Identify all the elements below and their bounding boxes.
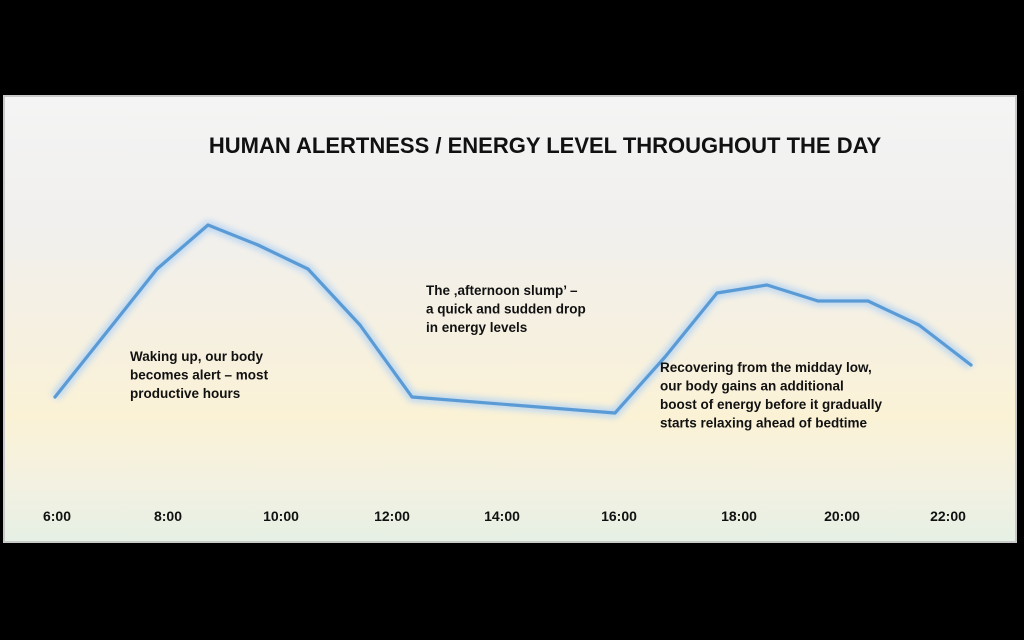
line-chart: HUMAN ALERTNESS / ENERGY LEVEL THROUGHOU… <box>43 133 974 524</box>
annotation-line: The ‚afternoon slump’ – <box>426 283 578 298</box>
annotation-line: a quick and sudden drop <box>426 302 586 317</box>
annotation-line: becomes alert – most <box>130 368 269 383</box>
data-point-12 <box>816 299 820 303</box>
data-point-13 <box>866 299 870 303</box>
annotation-line: productive hours <box>130 386 240 401</box>
data-point-11 <box>765 283 769 287</box>
annotations: Waking up, our body becomes alert – most p… <box>130 283 883 431</box>
data-point-2 <box>206 223 210 227</box>
annotation-1: Waking up, our body becomes alert – most p… <box>130 349 269 401</box>
x-tick-label: 20:00 <box>824 508 860 524</box>
annotation-line: boost of energy before it gradually <box>660 397 883 412</box>
x-tick-label: 22:00 <box>930 508 966 524</box>
annotation-line: our body gains an additional <box>660 379 844 394</box>
x-tick-label: 12:00 <box>374 508 410 524</box>
data-point-5 <box>358 323 362 327</box>
x-tick-label: 8:00 <box>154 508 182 524</box>
data-point-6 <box>410 395 414 399</box>
annotation-line: Waking up, our body <box>130 349 263 364</box>
data-point-10 <box>715 291 719 295</box>
x-tick-labels: 6:00 8:00 10:00 12:00 14:00 16:00 18:00 20:00 22… <box>43 508 966 524</box>
x-tick-label: 10:00 <box>263 508 299 524</box>
x-tick-label: 6:00 <box>43 508 71 524</box>
series-line <box>53 223 973 415</box>
series-group <box>51 220 974 418</box>
annotation-3: Recovering from the midday low, our body … <box>660 360 883 431</box>
data-point-0 <box>53 395 57 399</box>
x-tick-label: 14:00 <box>484 508 520 524</box>
annotation-2: The ‚afternoon slump’ – a quick and sudde… <box>426 283 586 335</box>
chart-title: HUMAN ALERTNESS / ENERGY LEVEL THROUGHOU… <box>209 133 882 158</box>
data-point-8 <box>613 411 617 415</box>
data-point-15 <box>969 363 973 367</box>
annotation-line: in energy levels <box>426 320 527 335</box>
data-point-14 <box>917 323 921 327</box>
annotation-line: Recovering from the midday low, <box>660 360 872 375</box>
data-point-9 <box>663 355 667 359</box>
x-tick-label: 18:00 <box>721 508 757 524</box>
data-point-3 <box>256 243 260 247</box>
data-point-7 <box>511 403 515 407</box>
data-point-4 <box>306 267 310 271</box>
data-point-1 <box>155 267 159 271</box>
chart-panel: HUMAN ALERTNESS / ENERGY LEVEL THROUGHOU… <box>3 95 1017 543</box>
annotation-line: starts relaxing ahead of bedtime <box>660 416 868 431</box>
x-tick-label: 16:00 <box>601 508 637 524</box>
